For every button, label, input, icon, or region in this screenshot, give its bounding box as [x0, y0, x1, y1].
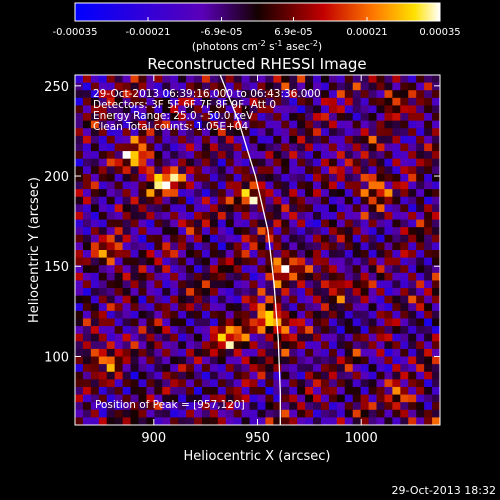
- colorbar-tick-label: -0.00021: [126, 27, 171, 38]
- colorbar-tick-label: 6.9e-05: [274, 27, 312, 38]
- heatmap-cells: [75, 75, 440, 425]
- footer-timestamp: 29-Oct-2013 18:32: [392, 484, 496, 497]
- x-axis-label: Heliocentric X (arcsec): [184, 449, 331, 464]
- y-tick-label: 250: [44, 80, 69, 95]
- annotation-clean: Clean Total counts: 1.05E+04: [93, 121, 248, 133]
- x-tick-label: 1000: [345, 431, 378, 446]
- colorbar-tick-label: -6.9e-05: [201, 27, 243, 38]
- annotation-peak: Position of Peak = [957,120]: [95, 399, 245, 411]
- x-tick-label: 950: [245, 431, 270, 446]
- colorbar-tick-label: 0.00021: [346, 27, 387, 38]
- colorbar-tick-label: 0.00035: [419, 27, 460, 38]
- annotation-detectors: Detectors: 3F 5F 6F 7F 8F 9F, Att 0: [93, 99, 276, 111]
- chart-title: Reconstructed RHESSI Image: [147, 55, 366, 73]
- solar-limb-curve: [219, 75, 281, 425]
- y-tick-label: 100: [44, 350, 69, 365]
- axes: 900 950 1000 100 150 200 250: [44, 75, 440, 446]
- annotation-time-range: 29-Oct-2013 06:39:16.000 to 06:43:36.000: [93, 88, 321, 100]
- y-tick-label: 150: [44, 260, 69, 275]
- x-tick-label: 900: [141, 431, 166, 446]
- colorbar: [74, 2, 441, 22]
- colorbar-tick-label: -0.00035: [53, 27, 98, 38]
- colorbar-ticks: -0.00035 -0.00021 -6.9e-05 6.9e-05 0.00021 0.…: [53, 17, 461, 38]
- colorbar-unit-label: (photons cm-2 s-1 asec-2): [192, 39, 322, 53]
- y-tick-label: 200: [44, 170, 69, 185]
- annotations: 29-Oct-2013 06:39:16.000 to 06:43:36.000…: [93, 88, 321, 411]
- annotation-energy: Energy Range: 25.0 - 50.0 keV: [93, 110, 254, 122]
- y-axis-label: Heliocentric Y (arcsec): [27, 177, 42, 323]
